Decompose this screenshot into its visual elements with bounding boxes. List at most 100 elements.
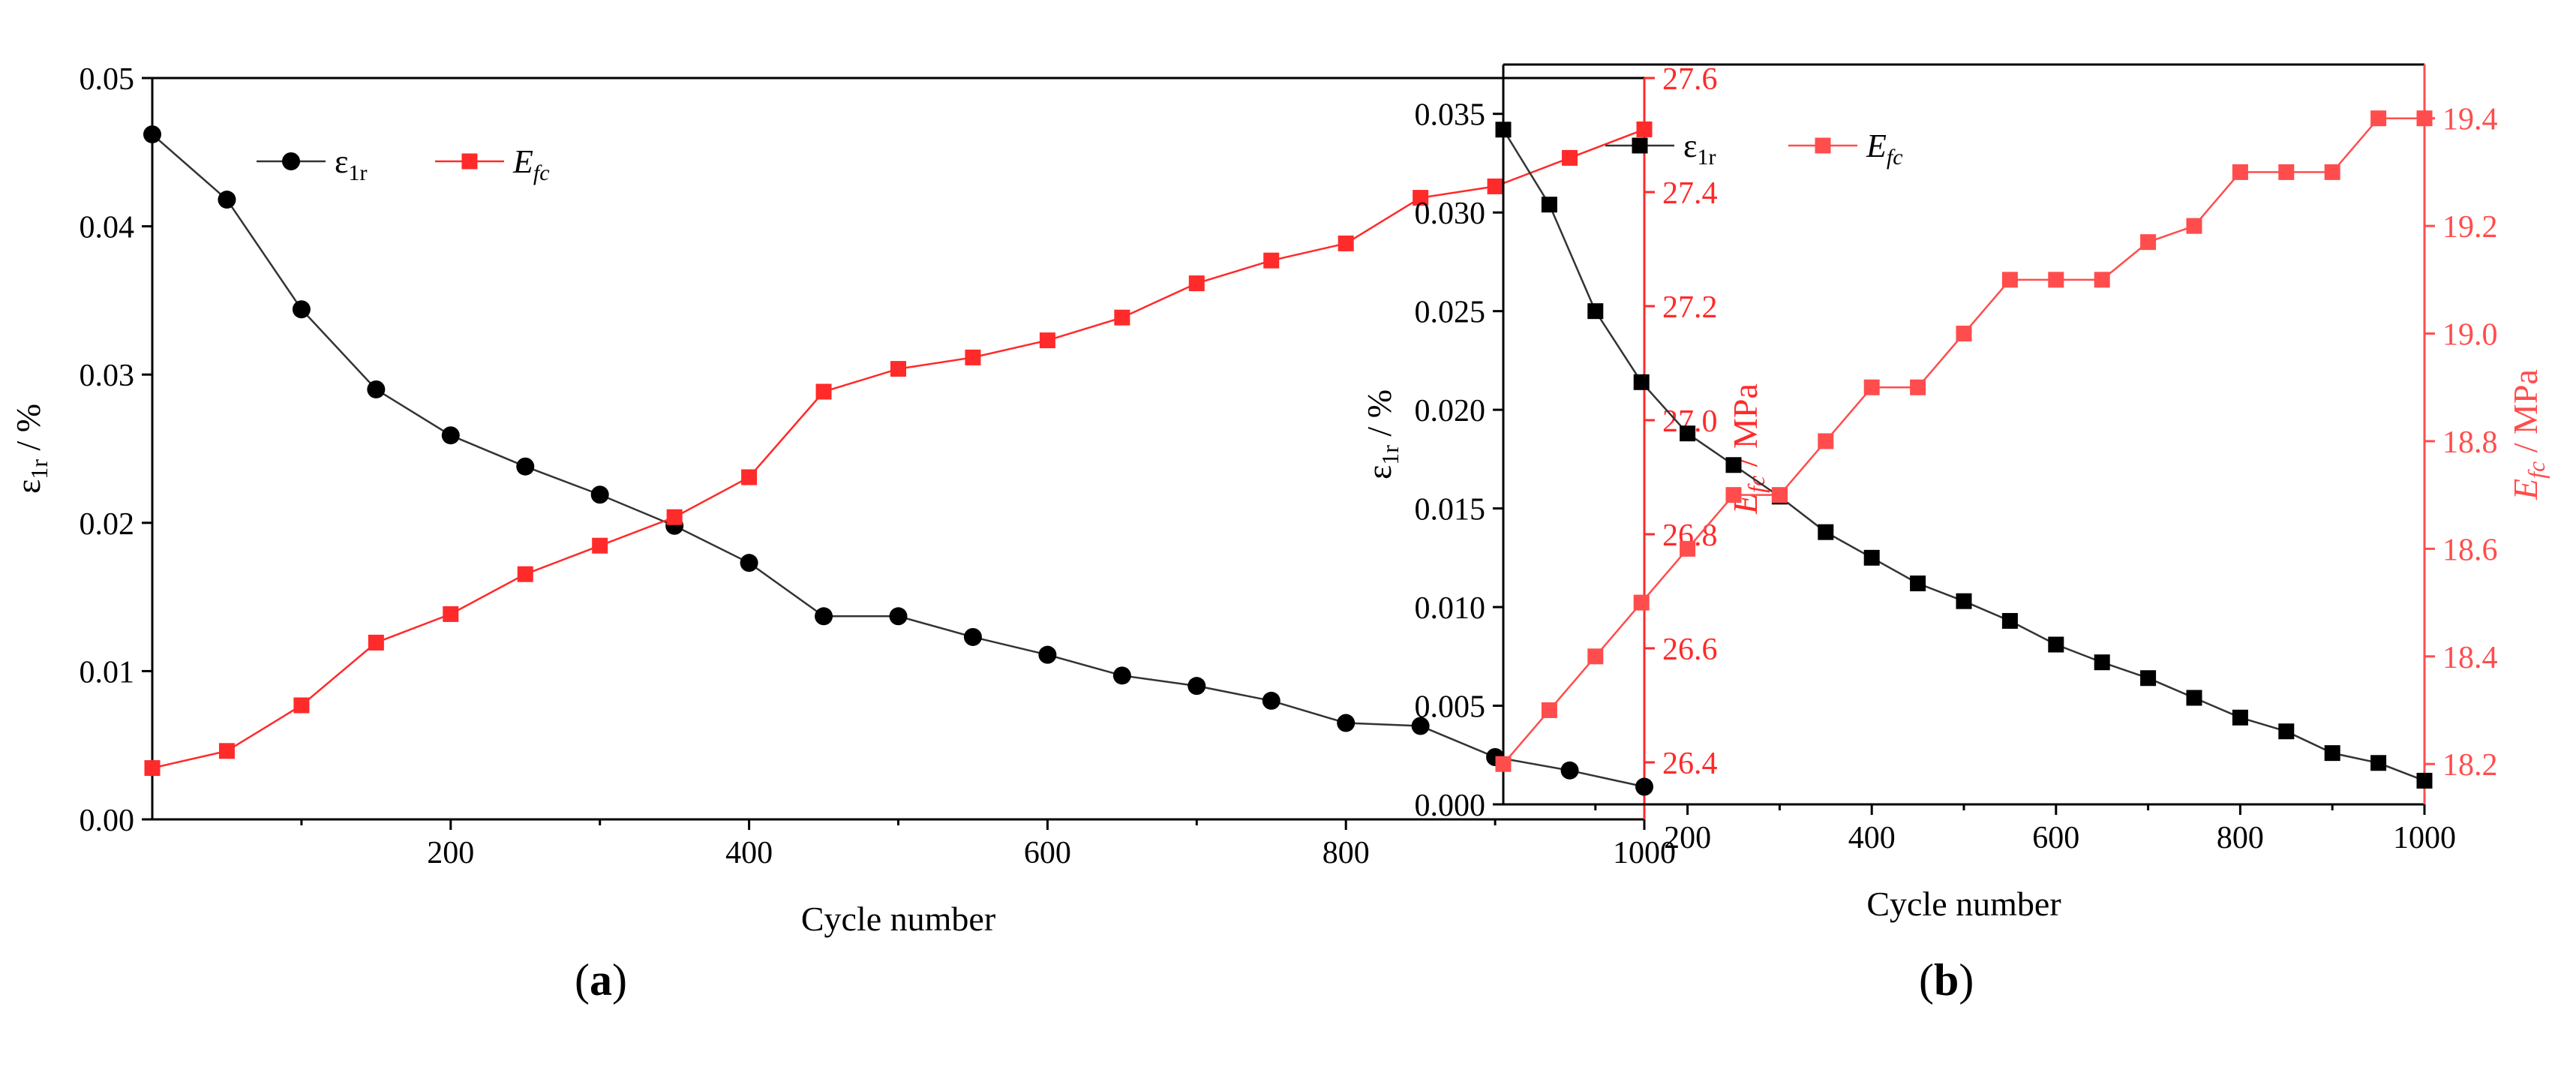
panel-a-series-2-point	[144, 760, 161, 777]
panel-b-caption: (b)	[1919, 955, 1974, 1005]
panel-a-legend-label-1: ε1r	[335, 143, 367, 185]
panel-b-series-2-line	[1503, 117, 2424, 765]
panel-a-series-2-point	[1188, 275, 1205, 292]
panel-b-left-y-tick-label: 0.015	[1415, 493, 1486, 527]
panel-a-legend: ε1r Efc	[257, 143, 550, 185]
panel-b-series-1-point	[2416, 772, 2433, 789]
panel-b-series-2-point	[2278, 164, 2295, 180]
panel-a-right-y-axis-label: Efc / MPa	[1726, 383, 1770, 515]
panel-a-series-2-point	[965, 349, 981, 365]
panel-b-right-y-tick-label: 18.8	[2442, 425, 2498, 460]
panel-a-x-axis-label: Cycle number	[801, 900, 995, 938]
panel-b-legend-marker-1	[1632, 137, 1648, 154]
panel-b-left-y-tick-label: 0.020	[1415, 394, 1486, 428]
panel-b-legend-sub-1: 1r	[1697, 145, 1716, 170]
panel-b-left-y-tick-label: 0.005	[1415, 690, 1486, 725]
panel-a-series-2-point	[368, 634, 384, 651]
panel-b-series-1-point	[2370, 755, 2387, 771]
panel-a-left-y-label-unit: / %	[9, 404, 47, 459]
panel-a-x-tick-label: 800	[1323, 836, 1370, 870]
panel-a-series-1-point	[1262, 691, 1280, 710]
panel-b-series-1-point	[1680, 425, 1696, 442]
panel-b-left-y-tick-label: 0.030	[1415, 197, 1486, 231]
panel-a-series-1-line	[152, 134, 1645, 788]
panel-b-series-1-point	[1633, 374, 1650, 390]
panel-b-series-2-point	[1725, 487, 1742, 503]
panel-a-left-y-tick-label: 0.05	[80, 62, 135, 97]
panel-b-series-1-point	[1910, 576, 1926, 592]
panel-b-series-1-point	[1495, 122, 1512, 138]
panel-a-legend-sub-2: fc	[533, 161, 550, 185]
panel-a-series-2-point	[890, 361, 906, 377]
panel-b-x-tick-label: 200	[1664, 821, 1711, 855]
panel-b-series-1-point	[1956, 593, 1972, 609]
panel-b-series-2-point	[2186, 218, 2202, 234]
panel-a-series-2-point	[1413, 190, 1429, 206]
panel-a-series-1-point	[740, 554, 758, 573]
panel-a-series-2-point	[1338, 235, 1354, 251]
panel-a-series-2-point	[517, 566, 533, 582]
panel-a-right-y-tick-label: 27.2	[1662, 290, 1718, 325]
panel-a-series-2-point	[1487, 178, 1503, 194]
panel-a-chart: 200 400 600 800 1000 0.00 0.01 0.02 0.03 0.04 0.05…	[9, 62, 1770, 938]
panel-a-series-1-point	[590, 485, 609, 504]
panel-a-x-tick-label: 600	[1024, 836, 1071, 870]
panel-a-series-1-point	[143, 125, 161, 144]
panel-a-right-y-tick-label: 26.4	[1662, 747, 1718, 781]
panel-b-series-2-point	[1863, 379, 1880, 395]
panel-a-legend-label-2: Efc	[512, 143, 550, 185]
panel-b-x-axis-label: Cycle number	[1866, 885, 2061, 923]
panel-a-series-1-point	[1337, 714, 1356, 732]
panel-b-left-y-tick-label: 0.010	[1415, 591, 1486, 626]
panel-b-left-y-tick-label: 0.025	[1415, 296, 1486, 330]
panel-a-left-y-label-symbol: ε	[9, 479, 47, 494]
panel-b-x-tick-label: 600	[2032, 821, 2079, 855]
panel-b-right-y-label-unit: / MPa	[2506, 369, 2544, 461]
panel-b-right-y-tick-label: 19.4	[2442, 103, 2498, 137]
panel-b-series-2-point	[2140, 234, 2157, 251]
panel-a-series-1-point	[1038, 645, 1057, 664]
panel-a-caption: (a)	[575, 955, 627, 1005]
panel-b-series-2-point	[2416, 110, 2433, 127]
panel-b-series-2-point	[1771, 487, 1788, 503]
panel-a-series-2-point	[293, 697, 310, 714]
panel-b-caption-letter: b	[1933, 955, 1959, 1005]
panel-b-series-1-point	[1587, 303, 1604, 320]
panel-a-series-1-point	[516, 457, 535, 476]
panel-b-right-y-label-symbol: E	[2506, 479, 2544, 500]
panel-b-legend-label-2: Efc	[1866, 128, 1903, 170]
panel-b-right-y-label-sub: fc	[2523, 461, 2550, 479]
panel-a-series-2-point	[1636, 121, 1653, 137]
panel-b-left-y-axis-label: ε1r / %	[1360, 389, 1404, 479]
panel-b-left-y-tick-label: 0.035	[1415, 98, 1486, 133]
panel-b-right-y-tick-label: 18.4	[2442, 641, 2498, 675]
panel-b-series-2-point	[2094, 272, 2110, 288]
panel-b-series-1-point	[1725, 457, 1742, 473]
panel-b-series-1-point	[2001, 612, 2018, 629]
panel-a-series-1-point	[441, 426, 460, 445]
panel-b-series-1-point	[2186, 690, 2202, 706]
panel-a-series-1-point	[1635, 777, 1653, 796]
panel-a-series-2-point	[1114, 309, 1130, 326]
panel-b-series-1-line	[1502, 129, 2425, 782]
panel-a-right-y-label-sub: fc	[1743, 476, 1770, 493]
panel-a-x-tick-label: 200	[427, 836, 474, 870]
panel-a-series-1-point	[1112, 666, 1131, 685]
panel-a-series-2-point	[666, 509, 683, 525]
panel-b-series-2-point	[1956, 326, 1972, 342]
panel-a-left-y-tick-label: 0.04	[80, 211, 135, 245]
panel-b-series-2-point	[1495, 756, 1512, 772]
panel-b-right-y-tick-label: 19.0	[2442, 318, 2498, 353]
panel-a-legend-marker-1	[282, 152, 300, 170]
panel-a-series-2-point	[741, 469, 758, 485]
panel-b-series-1-point	[2232, 709, 2248, 726]
panel-b-right-y-axis-label: Efc / MPa	[2506, 369, 2550, 500]
panel-a-left-y-tick-label: 0.03	[80, 359, 135, 393]
panel-a-series-1-point	[367, 380, 386, 398]
panel-a-right-y-tick-label: 27.6	[1662, 62, 1718, 97]
panel-b-series-1-point	[2324, 745, 2340, 762]
panel-a-legend-sub-1: 1r	[348, 161, 367, 185]
panel-b-legend-sub-2: fc	[1887, 145, 1903, 170]
